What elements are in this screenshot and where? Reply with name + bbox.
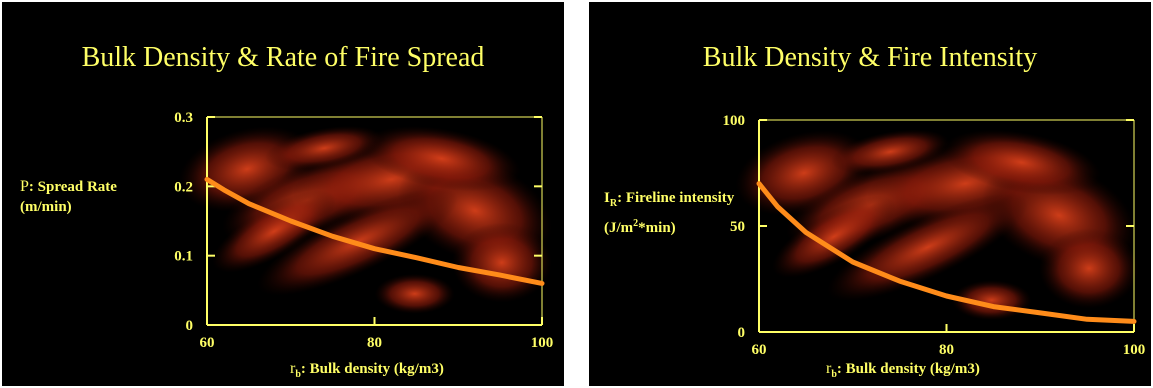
y-tick-label: 0.3 bbox=[174, 110, 193, 126]
series-line bbox=[756, 181, 1137, 324]
flame-background-image bbox=[735, 129, 1139, 321]
y-tick-label: 0.1 bbox=[174, 249, 193, 265]
y-axis-symbol: P bbox=[20, 178, 29, 195]
x-tick-label: 80 bbox=[367, 335, 382, 351]
x-axis-label: rb: Bulk density (kg/m3) bbox=[826, 360, 980, 380]
x-axis-subscript: b bbox=[295, 369, 301, 380]
y-axis-text-end: *min) bbox=[638, 220, 676, 236]
x-tick-label: 60 bbox=[752, 342, 767, 358]
y-axis-label: P: Spread Rate (m/min) bbox=[20, 177, 160, 217]
spread-rate-slide: Bulk Density & Rate of Fire Spread 0 0.1 0… bbox=[2, 2, 564, 386]
y-axis-label: IR: Fireline intensity (J/m2*min) bbox=[604, 188, 744, 238]
y-tick-label: 0 bbox=[738, 325, 746, 341]
y-axis-symbol: I bbox=[604, 190, 610, 206]
x-axis-text: : Bulk density (kg/m3) bbox=[836, 361, 980, 377]
x-axis-symbol: r bbox=[290, 360, 296, 377]
series-line bbox=[204, 176, 545, 286]
y-axis-text: : Fireline intensity (J/m bbox=[604, 190, 735, 236]
x-tick-label: 100 bbox=[531, 335, 554, 351]
y-axis-text: : Spread Rate (m/min) bbox=[20, 179, 117, 215]
y-tick-label: 100 bbox=[723, 113, 746, 129]
x-axis-label: rb: Bulk density (kg/m3) bbox=[290, 360, 444, 380]
y-tick-label: 0.2 bbox=[174, 179, 193, 195]
x-axis-text: : Bulk density (kg/m3) bbox=[300, 361, 444, 377]
y-tick-label: 0 bbox=[186, 318, 194, 334]
y-axis-subscript: R bbox=[609, 198, 618, 209]
chart-title: Bulk Density & Rate of Fire Spread bbox=[81, 42, 485, 73]
x-tick-label: 60 bbox=[200, 335, 215, 351]
x-tick-label: 100 bbox=[1123, 342, 1146, 358]
fire-intensity-chart: 0 50 100 60 80 100 bbox=[723, 113, 1146, 358]
spread-rate-chart: 0 0.1 0.2 0.3 60 80 100 bbox=[174, 110, 554, 351]
fire-intensity-slide: Bulk Density & Fire Intensity 0 50 100 60 80… bbox=[589, 2, 1151, 386]
flame-background-image bbox=[178, 125, 553, 314]
x-axis-subscript: b bbox=[831, 369, 837, 380]
chart-title: Bulk Density & Fire Intensity bbox=[702, 42, 1038, 73]
y-tick-label: 50 bbox=[730, 219, 745, 235]
y-axis-superscript: 2 bbox=[633, 218, 639, 229]
x-tick-label: 80 bbox=[939, 342, 954, 358]
x-axis-symbol: r bbox=[826, 360, 832, 377]
